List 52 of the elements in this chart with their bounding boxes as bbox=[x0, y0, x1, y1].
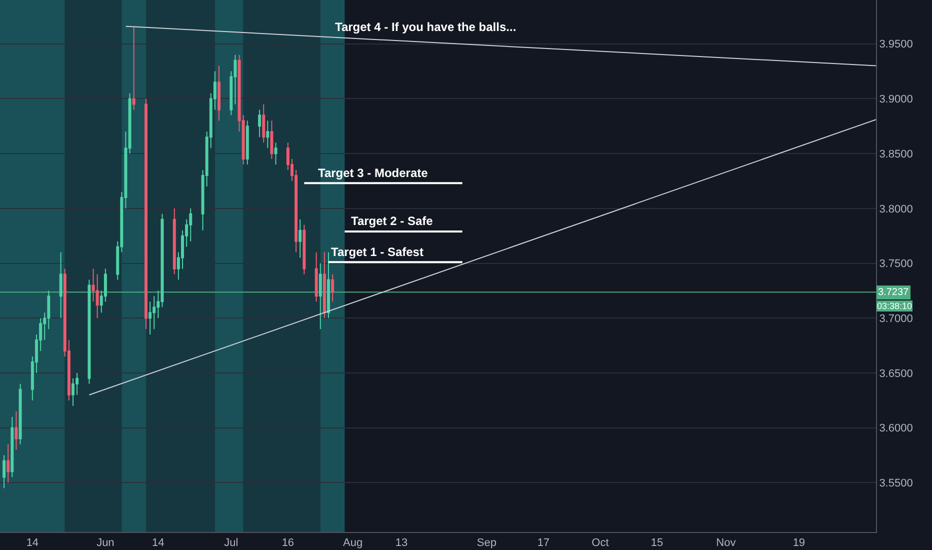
candlestick bbox=[298, 218, 302, 258]
x-tick-label: 17 bbox=[537, 537, 550, 550]
annotation: Target 1 - Safest bbox=[331, 245, 424, 259]
x-tick-label: Nov bbox=[716, 537, 736, 550]
candlestick bbox=[258, 109, 262, 138]
candlestick bbox=[218, 65, 220, 122]
candlestick bbox=[327, 252, 330, 319]
candlestick bbox=[314, 252, 318, 302]
y-tick-label: 3.7500 bbox=[879, 258, 913, 270]
annotation: 03:38:10 bbox=[877, 301, 912, 311]
y-tick-label: 3.9500 bbox=[879, 38, 913, 51]
candlestick bbox=[59, 252, 62, 319]
x-tick-label: Jul bbox=[224, 537, 238, 550]
y-tick-label: 3.7000 bbox=[879, 312, 913, 325]
y-tick-label: 3.8500 bbox=[879, 148, 913, 160]
candlestick bbox=[262, 104, 266, 144]
candlestick bbox=[6, 444, 10, 484]
candlestick bbox=[302, 224, 306, 275]
x-tick-label: 15 bbox=[650, 537, 664, 550]
candlestick bbox=[144, 98, 148, 330]
x-tick-label: 14 bbox=[152, 537, 164, 550]
x-tick-label: Jun bbox=[96, 537, 114, 550]
candlestick bbox=[14, 410, 18, 450]
ref-line-label: 3.7237 bbox=[878, 287, 910, 298]
x-tick-label: 19 bbox=[792, 537, 806, 550]
candlestick bbox=[2, 454, 6, 489]
y-tick-label: 3.6000 bbox=[879, 422, 913, 435]
x-tick-label: 13 bbox=[395, 537, 408, 550]
candlestick bbox=[322, 252, 326, 319]
x-tick-label: Oct bbox=[592, 537, 609, 550]
candlestick bbox=[246, 120, 249, 166]
candlestick bbox=[172, 208, 176, 275]
annotation: Target 3 - Moderate bbox=[318, 166, 428, 180]
candlestick bbox=[132, 26, 136, 110]
candlestick bbox=[18, 383, 22, 445]
candlestick bbox=[10, 416, 14, 478]
y-tick-label: 3.5500 bbox=[879, 477, 913, 490]
y-tick-label: 3.6500 bbox=[879, 368, 913, 380]
x-tick-label: 14 bbox=[26, 537, 39, 550]
annotation: Target 4 - If you have the balls... bbox=[335, 20, 516, 34]
x-tick-label: 16 bbox=[282, 537, 294, 550]
candlestick bbox=[318, 262, 322, 330]
annotation: Target 2 - Safe bbox=[351, 214, 434, 228]
candlestick bbox=[270, 120, 274, 160]
x-tick-label: Sep bbox=[476, 537, 496, 550]
x-tick-label: Aug bbox=[343, 537, 363, 550]
candlestick bbox=[266, 120, 270, 149]
y-tick-label: 3.9000 bbox=[879, 94, 913, 106]
candlestick bbox=[331, 274, 334, 302]
candlestick bbox=[88, 279, 91, 384]
candlestick bbox=[274, 142, 278, 166]
y-tick-label: 3.8000 bbox=[879, 203, 913, 216]
